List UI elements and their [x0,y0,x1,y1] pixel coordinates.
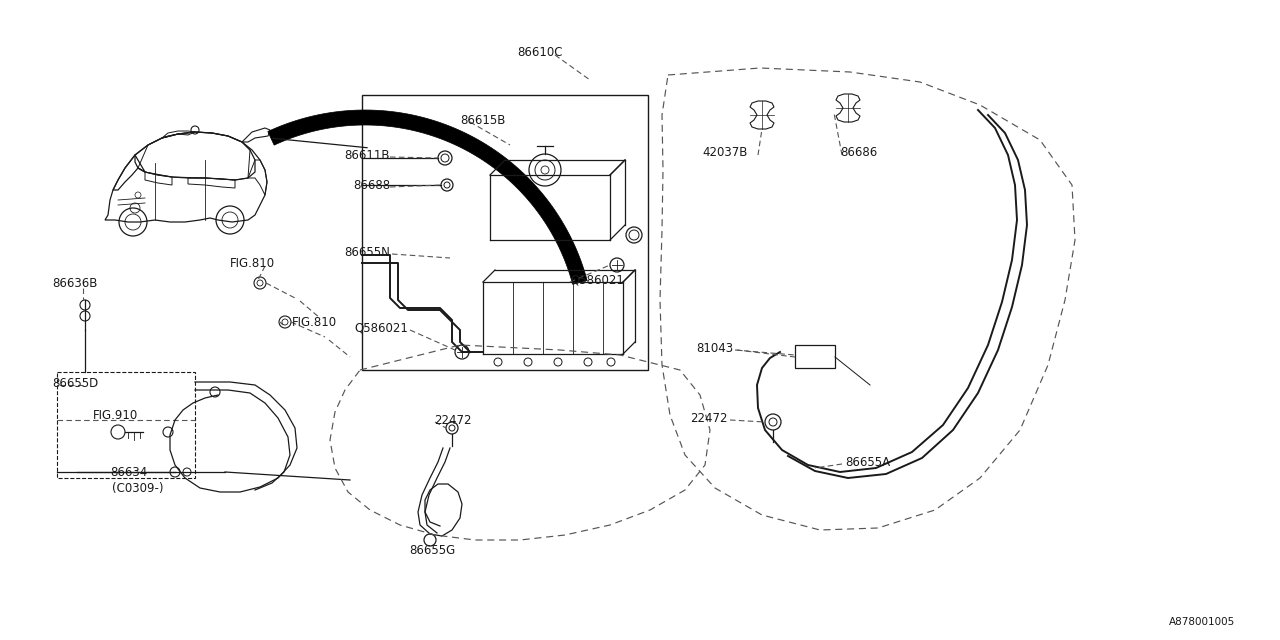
Text: 86655G: 86655G [408,543,456,557]
Text: Q586021: Q586021 [355,321,408,335]
Text: 86610C: 86610C [517,45,563,58]
Text: 22472: 22472 [690,412,728,424]
Text: FIG.910: FIG.910 [93,408,138,422]
Text: Q586021: Q586021 [570,273,623,287]
Text: 86615B: 86615B [460,113,506,127]
Text: 22472: 22472 [434,413,471,426]
Polygon shape [268,110,588,284]
Text: 86686: 86686 [840,145,877,159]
Text: (C0309-): (C0309-) [113,481,164,495]
Text: FIG.810: FIG.810 [292,316,337,328]
Text: A878001005: A878001005 [1169,617,1235,627]
Text: 86611B: 86611B [344,148,390,161]
Text: 86655N: 86655N [344,246,390,259]
Text: 86655D: 86655D [52,376,99,390]
Text: 81043: 81043 [696,342,733,355]
Text: 86655A: 86655A [845,456,890,468]
Text: FIG.810: FIG.810 [230,257,275,269]
Text: 86636B: 86636B [52,276,97,289]
Text: 86634: 86634 [110,465,147,479]
Text: 42037B: 42037B [703,145,748,159]
Text: 86688: 86688 [353,179,390,191]
